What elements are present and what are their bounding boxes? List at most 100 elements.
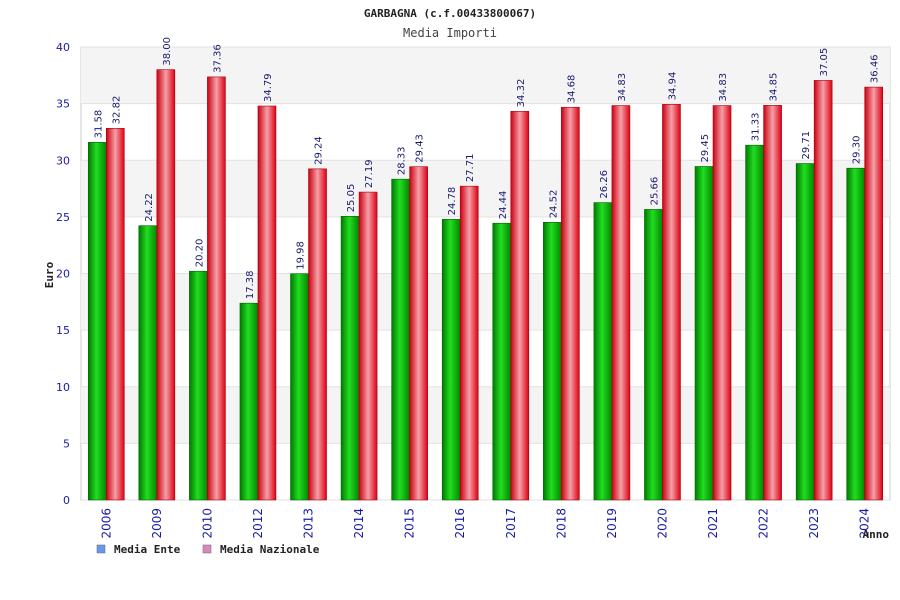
bar-media-ente-2020 <box>644 209 663 501</box>
bar-media-nazionale-2022 <box>763 105 782 501</box>
data-label: 38.00 <box>162 37 173 66</box>
data-label: 25.66 <box>649 177 660 206</box>
x-tick-label: 2006 <box>99 508 113 539</box>
bar-media-nazionale-2012 <box>257 105 277 501</box>
bar-media-nazionale-2013 <box>308 168 327 501</box>
x-tick-label: 2012 <box>251 508 265 539</box>
data-label: 34.79 <box>263 73 274 102</box>
x-tick-label: 2010 <box>200 508 214 539</box>
data-label: 29.30 <box>852 136 863 165</box>
y-tick-label: 20 <box>56 268 70 281</box>
data-label: 29.24 <box>314 136 325 165</box>
x-tick-label: 2017 <box>504 508 518 539</box>
data-label: 19.98 <box>296 241 307 270</box>
bar-media-ente-2009 <box>138 225 158 501</box>
data-label: 34.68 <box>566 75 577 104</box>
legend: Media Ente Media Nazionale <box>96 543 320 556</box>
data-label: 24.44 <box>498 191 509 220</box>
y-axis-label: Euro <box>43 261 56 288</box>
x-tick-label: 2009 <box>150 508 164 539</box>
bar-media-nazionale-2018 <box>561 106 580 501</box>
bar-media-ente-2015 <box>391 178 410 501</box>
x-tick-label: 2021 <box>706 508 720 539</box>
data-label: 26.26 <box>599 170 610 199</box>
legend-label-media-ente: Media Ente <box>114 543 181 556</box>
y-tick-label: 25 <box>56 211 70 224</box>
y-tick-label: 5 <box>63 437 70 450</box>
chart-title: GARBAGNA (c.f.00433800067) <box>364 7 536 20</box>
bar-media-ente-2016 <box>441 219 461 501</box>
y-tick-label: 35 <box>56 98 70 111</box>
data-label: 34.94 <box>667 72 678 101</box>
data-label: 29.43 <box>415 134 426 163</box>
data-label: 32.82 <box>111 96 122 125</box>
bar-media-nazionale-2016 <box>459 185 479 501</box>
bar-media-nazionale-2010 <box>207 76 226 501</box>
bar-media-nazionale-2019 <box>611 105 631 501</box>
data-label: 24.22 <box>144 193 155 222</box>
bar-media-ente-2013 <box>290 273 309 501</box>
data-label: 20.20 <box>194 239 205 268</box>
data-label: 24.78 <box>447 187 458 216</box>
data-label: 36.46 <box>870 54 881 83</box>
bar-media-ente-2010 <box>189 270 208 501</box>
x-tick-label: 2024 <box>858 508 872 539</box>
x-tick-label: 2018 <box>554 508 568 539</box>
bar-media-nazionale-2024 <box>864 86 884 501</box>
data-label: 34.83 <box>617 73 628 102</box>
legend-swatch-media-nazionale <box>202 544 212 554</box>
data-label: 34.85 <box>769 73 780 102</box>
data-label: 29.45 <box>700 134 711 163</box>
y-tick-label: 0 <box>63 494 70 507</box>
data-label: 17.38 <box>245 271 256 300</box>
y-tick-label: 40 <box>56 41 70 54</box>
y-tick-label: 30 <box>56 154 70 167</box>
data-label: 29.71 <box>801 131 812 160</box>
data-label: 31.33 <box>751 113 762 142</box>
bar-media-nazionale-2006 <box>105 128 125 501</box>
x-tick-label: 2022 <box>757 508 771 539</box>
legend-label-media-nazionale: Media Nazionale <box>220 543 320 556</box>
chart-subtitle: Media Importi <box>403 26 497 40</box>
bar-media-nazionale-2021 <box>712 105 732 501</box>
data-label: 34.32 <box>516 79 527 108</box>
x-tick-label: 2023 <box>807 508 821 539</box>
bar-media-nazionale-2017 <box>510 111 530 501</box>
legend-swatch-media-ente <box>96 544 106 554</box>
bars <box>87 69 884 501</box>
data-label: 34.83 <box>718 73 729 102</box>
bar-media-nazionale-2015 <box>409 166 428 501</box>
x-tick-label: 2019 <box>605 508 619 539</box>
bar-media-ente-2019 <box>593 202 613 501</box>
x-tick-label: 2020 <box>655 508 669 539</box>
x-tick-label: 2015 <box>403 508 417 539</box>
bar-media-ente-2017 <box>492 222 512 501</box>
y-tick-label: 15 <box>56 324 70 337</box>
data-label: 31.58 <box>93 110 104 139</box>
bar-media-nazionale-2009 <box>156 69 176 501</box>
x-axis-label: Anno <box>863 528 890 541</box>
bar-media-nazionale-2020 <box>662 104 681 501</box>
bar-media-ente-2006 <box>87 142 107 501</box>
bar-media-ente-2014 <box>340 216 360 501</box>
data-labels: 31.58 32.82 24.22 38.00 20.20 37.36 17.38 34.79… <box>93 37 880 299</box>
data-label: 27.71 <box>465 154 476 183</box>
bar-media-nazionale-2023 <box>813 80 833 501</box>
bar-media-ente-2018 <box>543 222 562 501</box>
bar-media-nazionale-2014 <box>358 191 378 501</box>
data-label: 28.33 <box>397 147 408 176</box>
bar-media-ente-2023 <box>795 163 815 501</box>
x-axis-ticks: 2006 2009 2010 2012 2013 2014 2015 2016 2017 2018… <box>99 508 871 539</box>
data-label: 37.36 <box>212 44 223 73</box>
bar-media-ente-2012 <box>239 302 259 501</box>
x-tick-label: 2013 <box>302 508 316 539</box>
x-tick-label: 2016 <box>453 508 467 539</box>
bar-media-ente-2021 <box>694 166 714 501</box>
data-label: 37.05 <box>819 48 830 77</box>
x-tick-label: 2014 <box>352 508 366 539</box>
y-tick-label: 10 <box>56 381 70 394</box>
data-label: 24.52 <box>548 190 559 219</box>
y-axis-ticks: 0 5 10 15 20 25 30 35 40 <box>56 41 70 507</box>
bar-media-ente-2022 <box>745 144 764 501</box>
